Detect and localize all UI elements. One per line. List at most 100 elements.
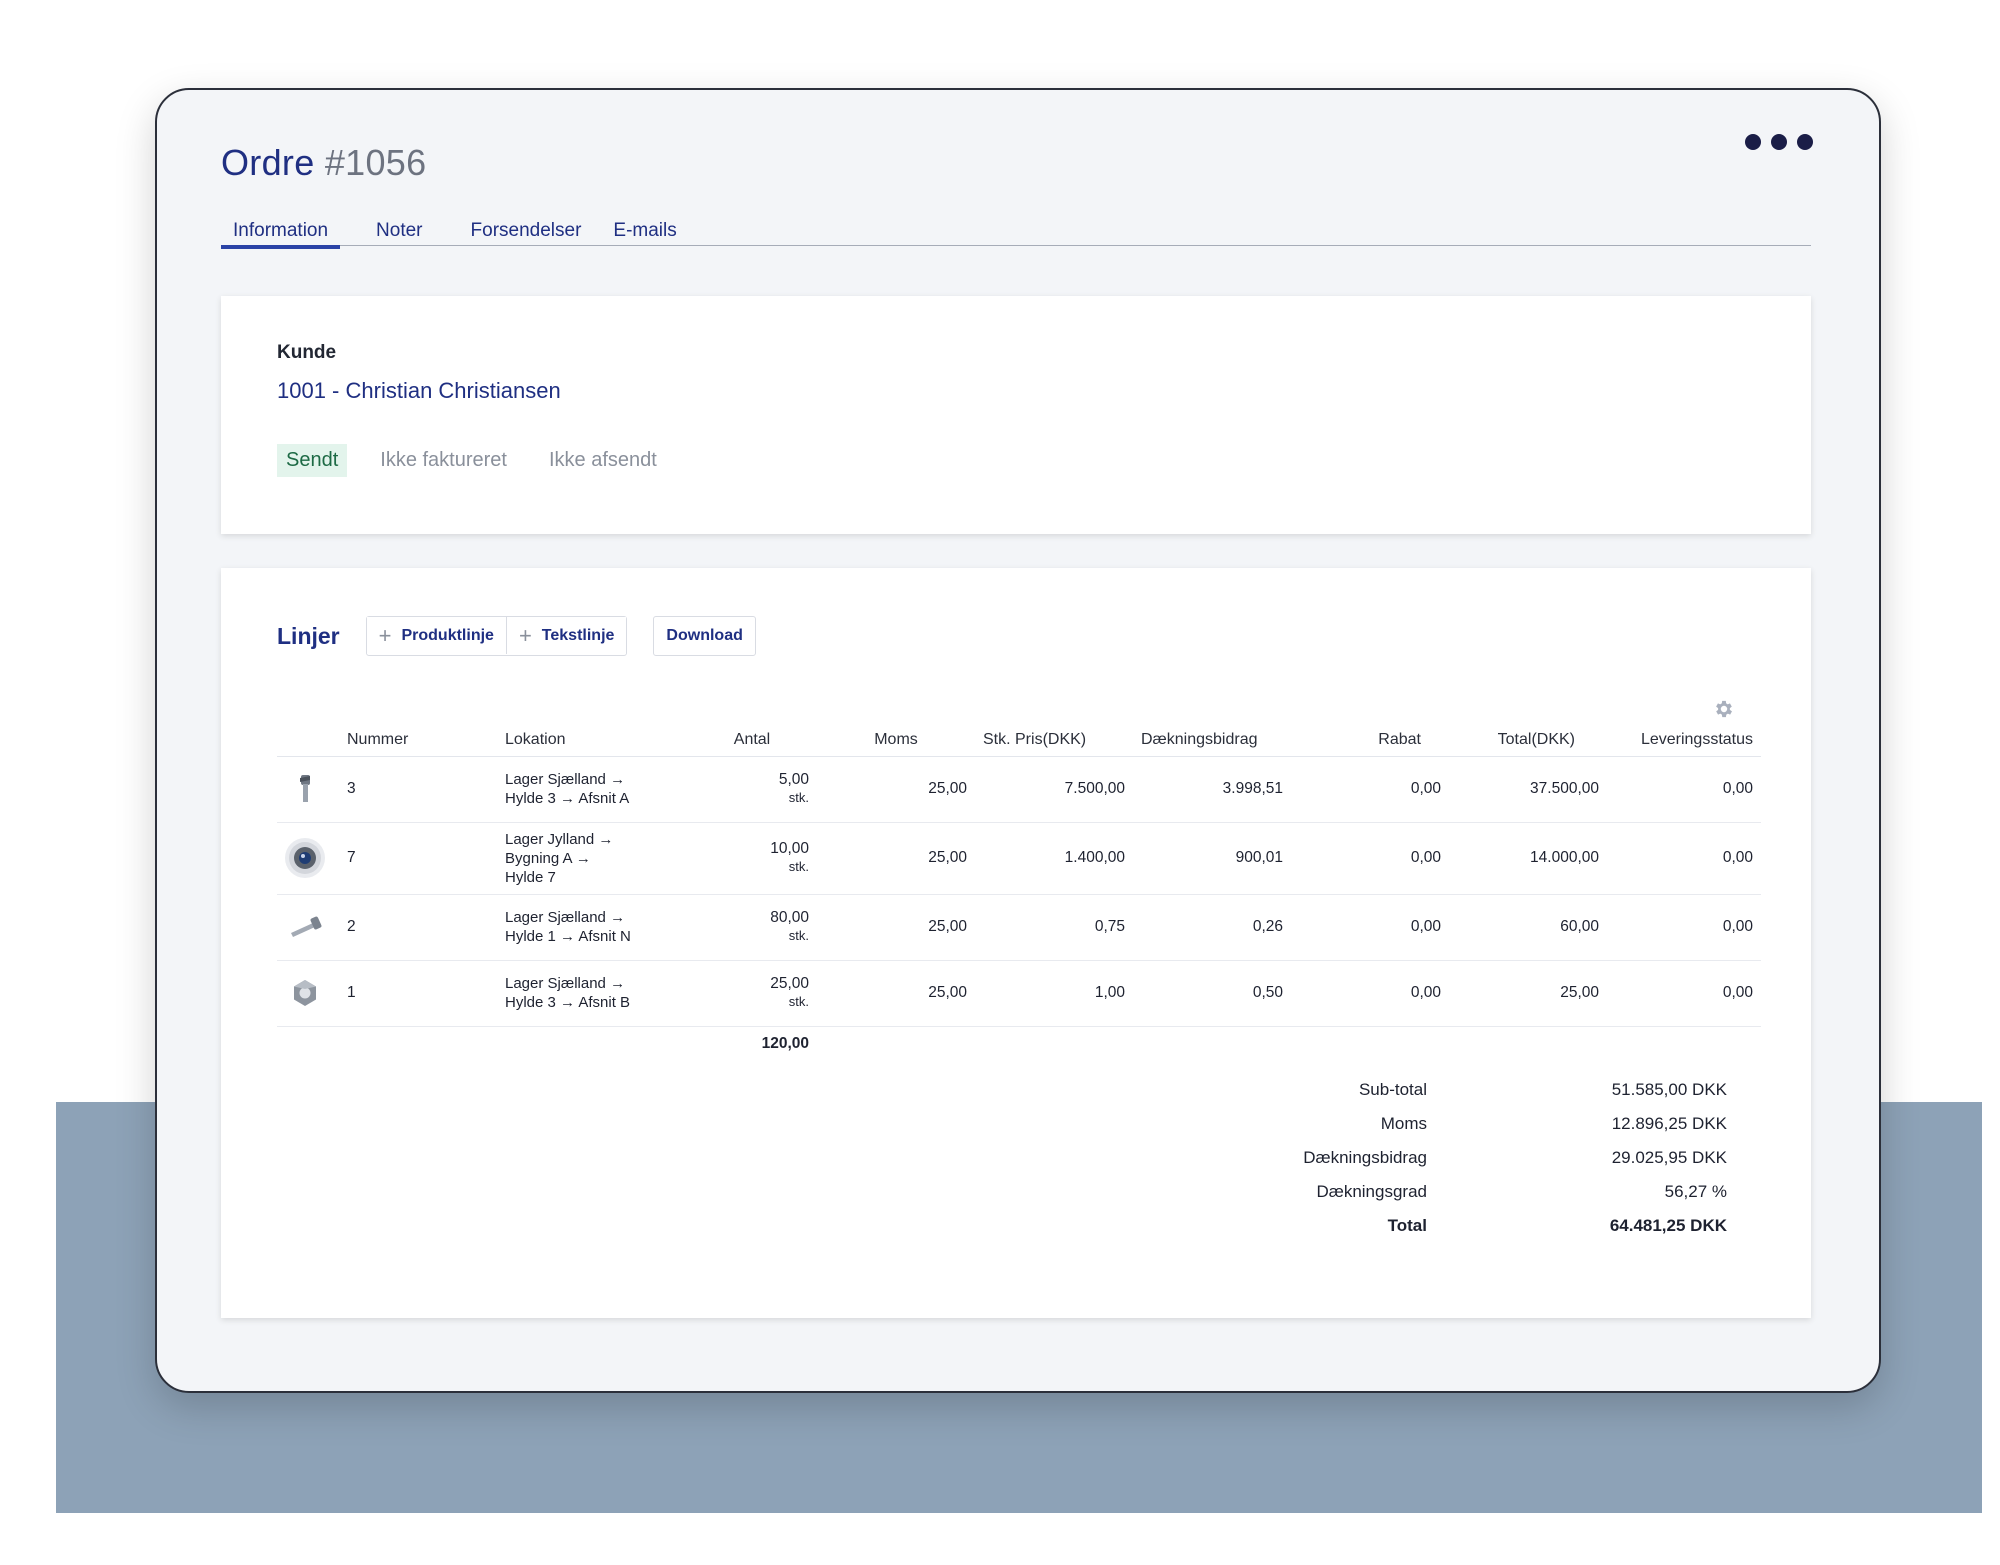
location-line-2: Hylde 3 → Afsnit A [505,790,630,807]
location-line-1: Lager Sjælland → [505,771,626,788]
totals-label: Dækningsgrad [1316,1182,1427,1201]
plus-icon: + [378,622,392,648]
line-delivery: 0,00 [1607,822,1761,895]
lines-header: Linjer + Produktlinje + Tekstlinje Downl… [277,616,756,656]
location-line-2: Hylde 1 → Afsnit N [505,928,631,945]
product-thumb [277,894,339,961]
totals-value: 56,27 % [1664,1182,1727,1201]
line-location: Lager Sjælland → Hylde 3 → Afsnit A [497,756,687,823]
page-title: Ordre #1056 [221,142,426,184]
line-contribution: 0,26 [1133,894,1291,961]
totals-row-total: Total 64.481,25 DKK [1167,1216,1727,1250]
line-location: Lager Sjælland → Hylde 3 → Afsnit B [497,960,687,1027]
line-vat: 25,00 [817,894,975,961]
line-total: 60,00 [1449,894,1607,961]
col-unit-price[interactable]: Stk. Pris(DKK) [975,718,1133,757]
line-contribution: 900,01 [1133,822,1291,895]
col-contribution[interactable]: Dækningsbidrag [1133,718,1291,757]
col-delivery[interactable]: Leveringsstatus [1607,718,1761,757]
add-text-line-button[interactable]: + Tekstlinje [505,617,627,654]
col-location[interactable]: Lokation [497,718,687,757]
tab-emails[interactable]: E-mails [613,220,677,241]
totals-row-vat: Moms 12.896,25 DKK [1167,1114,1727,1148]
totals-value: 64.481,25 DKK [1609,1216,1727,1235]
line-number: 1 [339,960,497,1027]
status-badge-sent: Sendt [277,444,348,477]
status-row: Sendt Ikke faktureret Ikke afsendt [277,444,666,477]
nut-icon [285,973,325,1013]
table-row[interactable]: 2 Lager Sjælland → Hylde 1 → Afsnit N 80… [277,894,1761,961]
line-location: Lager Jylland → Bygning A → Hylde 7 [497,822,687,895]
line-total: 37.500,00 [1449,756,1607,823]
col-quantity[interactable]: Antal [687,718,817,757]
customer-label: Kunde [277,342,337,363]
lines-card: Linjer + Produktlinje + Tekstlinje Downl… [221,568,1811,1318]
quantity-sum: 120,00 [761,1035,809,1053]
line-unit-price: 7.500,00 [975,756,1133,823]
totals-row-margin: Dækningsgrad 56,27 % [1167,1182,1727,1216]
col-vat[interactable]: Moms [817,718,975,757]
line-vat: 25,00 [817,822,975,895]
location-line-2: Hylde 3 → Afsnit B [505,994,631,1011]
totals-label: Total [1387,1216,1427,1235]
gear-icon[interactable] [1713,698,1735,720]
col-number[interactable]: Nummer [339,718,497,757]
plus-icon: + [518,622,532,648]
location-line-3: Hylde 7 [505,868,556,886]
add-line-group: + Produktlinje + Tekstlinje [365,616,628,656]
download-button[interactable]: Download [653,616,756,656]
totals-row-subtotal: Sub-total 51.585,00 DKK [1167,1080,1727,1114]
line-unit-price: 0,75 [975,894,1133,961]
lines-table: Nummer Lokation Antal Moms Stk. Pris(DKK… [277,718,1761,1062]
tab-forsendelser[interactable]: Forsendelser [470,220,582,241]
quantity-value: 80,00 [770,909,809,926]
bolt-icon [285,769,325,809]
location-line-1: Lager Jylland → [505,830,614,848]
line-discount: 0,00 [1291,894,1449,961]
line-delivery: 0,00 [1607,894,1761,961]
totals-row-contribution: Dækningsbidrag 29.025,95 DKK [1167,1148,1727,1182]
line-total: 25,00 [1449,960,1607,1027]
line-contribution: 0,50 [1133,960,1291,1027]
line-vat: 25,00 [817,756,975,823]
tab-information[interactable]: Information [221,210,341,249]
line-vat: 25,00 [817,960,975,1027]
line-delivery: 0,00 [1607,756,1761,823]
line-quantity: 10,00 stk. [687,822,817,895]
line-quantity: 25,00 stk. [687,960,817,1027]
table-row[interactable]: 7 Lager Jylland → Bygning A → Hylde 7 10… [277,822,1761,895]
camera-lens-icon [285,838,325,878]
line-unit-price: 1,00 [975,960,1133,1027]
location-line-1: Lager Sjælland → [505,975,626,992]
table-header-row: Nummer Lokation Antal Moms Stk. Pris(DKK… [277,718,1761,757]
col-discount[interactable]: Rabat [1291,718,1449,757]
customer-card: Kunde 1001 - Christian Christiansen Send… [221,296,1811,534]
order-number: #1056 [324,142,427,183]
quantity-value: 25,00 [770,975,809,992]
line-unit-price: 1.400,00 [975,822,1133,895]
title-prefix: Ordre [221,142,315,183]
totals-label: Dækningsbidrag [1303,1148,1427,1167]
totals-value: 29.025,95 DKK [1611,1148,1727,1167]
table-row[interactable]: 1 Lager Sjælland → Hylde 3 → Afsnit B 25… [277,960,1761,1027]
totals-label: Moms [1380,1114,1427,1133]
table-row[interactable]: 3 Lager Sjælland → Hylde 3 → Afsnit A 5,… [277,756,1761,823]
add-product-line-label: Produktlinje [401,626,494,644]
add-product-line-button[interactable]: + Produktlinje [366,617,506,654]
screw-icon [285,907,325,947]
tab-noter[interactable]: Noter [376,220,423,241]
status-badge-invoiced: Ikke faktureret [380,449,507,471]
customer-link[interactable]: 1001 - Christian Christiansen [277,378,561,403]
quantity-unit: stk. [788,859,809,874]
col-total[interactable]: Total(DKK) [1449,718,1607,757]
status-badge-shipped: Ikke afsendt [548,449,657,471]
lines-title: Linjer [277,622,340,649]
add-text-line-label: Tekstlinje [541,626,615,644]
line-delivery: 0,00 [1607,960,1761,1027]
quantity-value: 10,00 [770,840,809,857]
product-thumb [277,822,339,895]
line-discount: 0,00 [1291,960,1449,1027]
more-options-icon[interactable] [1745,134,1813,150]
col-thumb [277,718,339,757]
